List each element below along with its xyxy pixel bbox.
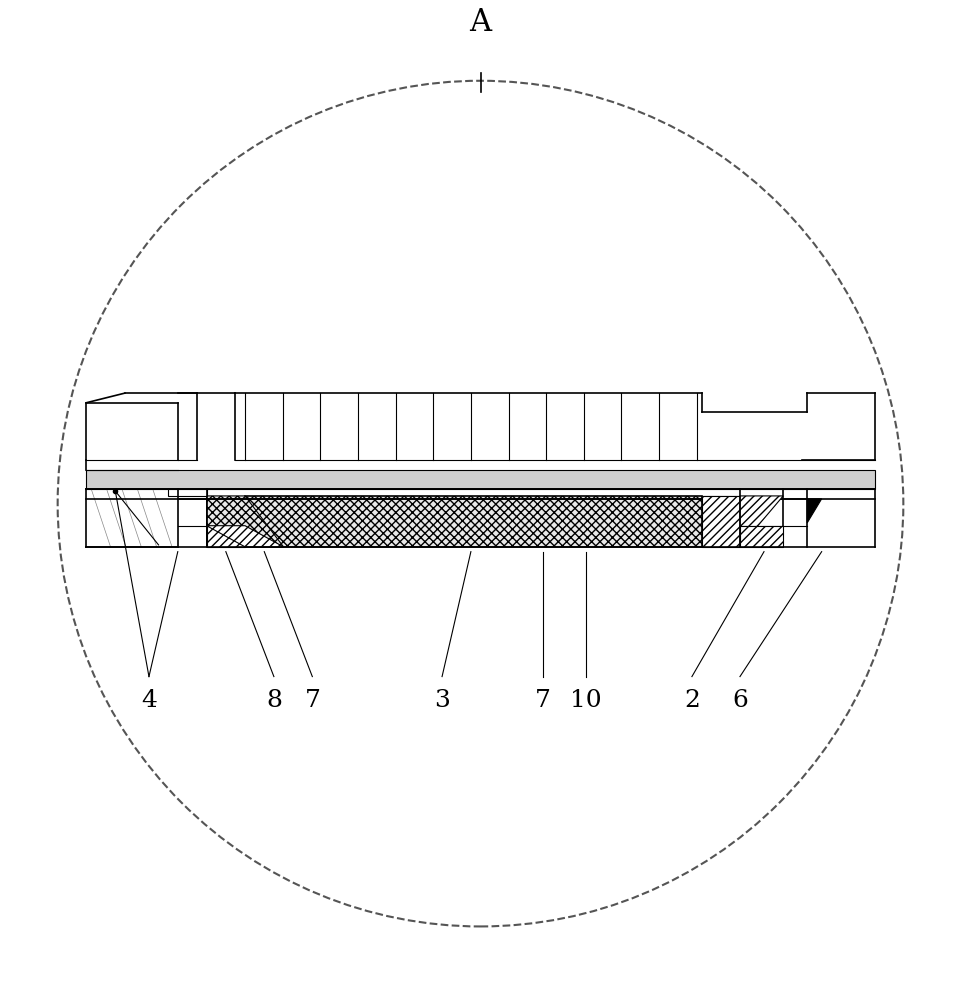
Polygon shape [702,496,740,547]
Polygon shape [207,526,245,547]
Polygon shape [245,496,702,547]
Text: 3: 3 [434,689,450,712]
Polygon shape [207,526,283,547]
Bar [86,470,875,489]
Text: 7: 7 [305,689,320,712]
Polygon shape [807,499,822,523]
Polygon shape [168,489,207,496]
Text: 7: 7 [535,689,551,712]
Text: 2: 2 [684,689,700,712]
Polygon shape [740,526,783,547]
Text: 10: 10 [571,689,602,712]
Polygon shape [207,496,283,547]
Text: 8: 8 [266,689,282,712]
Polygon shape [740,496,783,547]
Text: 6: 6 [732,689,748,712]
Polygon shape [702,496,740,547]
Text: 4: 4 [141,689,157,712]
Text: A: A [469,7,492,38]
